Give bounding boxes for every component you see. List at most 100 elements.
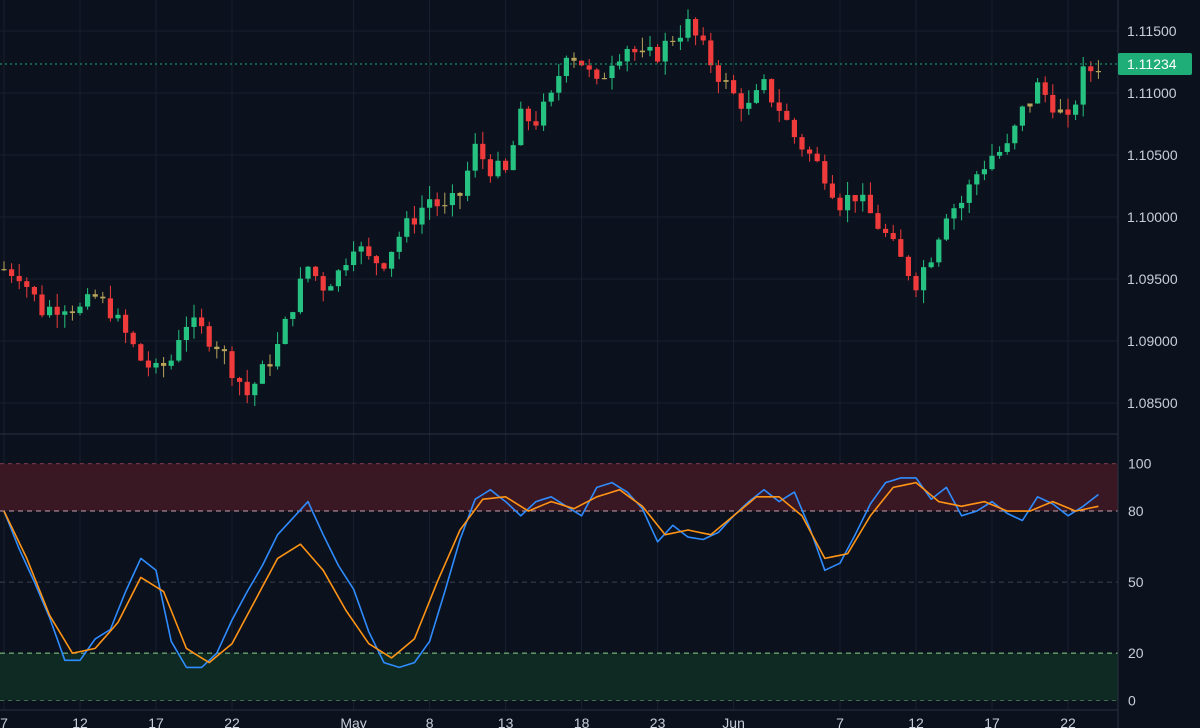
candle-19[interactable]	[145, 351, 151, 377]
candle-111[interactable]	[845, 181, 851, 223]
candle-4[interactable]	[31, 285, 37, 302]
candle-103[interactable]	[784, 103, 790, 121]
candle-29[interactable]	[221, 345, 227, 365]
candle-47[interactable]	[358, 241, 364, 265]
candle-85[interactable]	[647, 36, 653, 57]
candle-46[interactable]	[351, 241, 357, 272]
candle-83[interactable]	[632, 45, 638, 61]
candle-17[interactable]	[130, 330, 136, 348]
candle-94[interactable]	[715, 59, 721, 94]
candle-87[interactable]	[662, 32, 668, 75]
candle-125[interactable]	[951, 203, 957, 230]
candle-116[interactable]	[883, 223, 889, 238]
candle-58[interactable]	[442, 192, 448, 214]
candle-109[interactable]	[829, 175, 835, 200]
candle-122[interactable]	[928, 257, 934, 269]
candle-74[interactable]	[563, 55, 569, 83]
candle-91[interactable]	[693, 17, 699, 46]
candle-37[interactable]	[282, 316, 288, 345]
candle-38[interactable]	[290, 311, 296, 327]
candle-30[interactable]	[229, 346, 235, 387]
candle-90[interactable]	[685, 9, 691, 42]
candle-13[interactable]	[100, 291, 106, 304]
candle-115[interactable]	[875, 204, 881, 230]
oscillator-line-1[interactable]	[3, 481, 1099, 664]
candle-112[interactable]	[852, 194, 858, 213]
oscillator-line-0[interactable]	[3, 477, 1099, 669]
candle-139[interactable]	[1057, 99, 1063, 114]
candle-65[interactable]	[495, 151, 501, 179]
candle-11[interactable]	[85, 288, 91, 310]
candle-5[interactable]	[39, 285, 45, 318]
candle-20[interactable]	[153, 358, 159, 374]
candle-114[interactable]	[867, 182, 873, 214]
candle-135[interactable]	[1027, 103, 1033, 113]
candle-137[interactable]	[1042, 76, 1048, 103]
candle-126[interactable]	[959, 195, 965, 221]
candle-31[interactable]	[237, 376, 243, 396]
candle-73[interactable]	[556, 63, 562, 101]
candle-60[interactable]	[457, 191, 463, 210]
candle-110[interactable]	[837, 193, 843, 217]
candle-3[interactable]	[24, 277, 30, 298]
candle-44[interactable]	[335, 269, 341, 292]
candle-33[interactable]	[252, 382, 258, 407]
candle-104[interactable]	[791, 117, 797, 144]
candle-43[interactable]	[328, 283, 334, 291]
candle-54[interactable]	[411, 205, 417, 234]
candle-118[interactable]	[898, 229, 904, 257]
candle-81[interactable]	[617, 54, 623, 70]
candle-72[interactable]	[548, 90, 554, 107]
candle-63[interactable]	[480, 131, 486, 170]
candle-50[interactable]	[381, 262, 387, 272]
candle-68[interactable]	[518, 101, 524, 146]
candle-144[interactable]	[1095, 60, 1101, 79]
candle-24[interactable]	[183, 316, 189, 352]
candle-138[interactable]	[1050, 84, 1056, 119]
candle-108[interactable]	[822, 154, 828, 190]
candle-99[interactable]	[753, 84, 759, 105]
candle-70[interactable]	[533, 111, 539, 130]
candle-133[interactable]	[1012, 124, 1018, 150]
candle-56[interactable]	[427, 186, 433, 220]
candle-12[interactable]	[92, 289, 98, 299]
candle-88[interactable]	[670, 36, 676, 47]
candle-106[interactable]	[807, 146, 813, 162]
candle-97[interactable]	[738, 88, 744, 122]
candle-8[interactable]	[62, 305, 68, 328]
candle-45[interactable]	[343, 258, 349, 276]
candle-119[interactable]	[905, 255, 911, 281]
candle-76[interactable]	[579, 60, 585, 67]
candle-39[interactable]	[297, 267, 303, 315]
candle-128[interactable]	[974, 170, 980, 196]
candle-52[interactable]	[396, 231, 402, 260]
candle-7[interactable]	[54, 293, 60, 329]
candle-1[interactable]	[9, 263, 15, 283]
candle-105[interactable]	[799, 133, 805, 157]
candle-130[interactable]	[989, 143, 995, 171]
candle-96[interactable]	[731, 74, 737, 95]
candle-124[interactable]	[943, 214, 949, 241]
candle-57[interactable]	[434, 192, 440, 216]
candle-6[interactable]	[47, 300, 53, 318]
candle-25[interactable]	[191, 304, 197, 339]
candle-78[interactable]	[594, 68, 600, 85]
candle-86[interactable]	[655, 44, 661, 64]
candle-134[interactable]	[1019, 105, 1025, 132]
candle-32[interactable]	[244, 369, 250, 404]
candle-28[interactable]	[214, 341, 220, 359]
candle-136[interactable]	[1035, 77, 1041, 104]
candle-21[interactable]	[161, 356, 167, 378]
candle-62[interactable]	[472, 133, 478, 178]
oscillator-series[interactable]	[3, 477, 1099, 669]
candle-0[interactable]	[1, 261, 7, 271]
candle-35[interactable]	[267, 354, 273, 376]
candle-14[interactable]	[107, 285, 113, 322]
candle-26[interactable]	[199, 308, 205, 334]
candle-2[interactable]	[16, 264, 22, 290]
price-axis[interactable]: 1.11500 1.11000 1.10500 1.10000 1.09500 1.090…	[1127, 23, 1178, 411]
candle-23[interactable]	[176, 329, 182, 363]
candle-123[interactable]	[936, 237, 942, 267]
candle-100[interactable]	[761, 74, 767, 94]
